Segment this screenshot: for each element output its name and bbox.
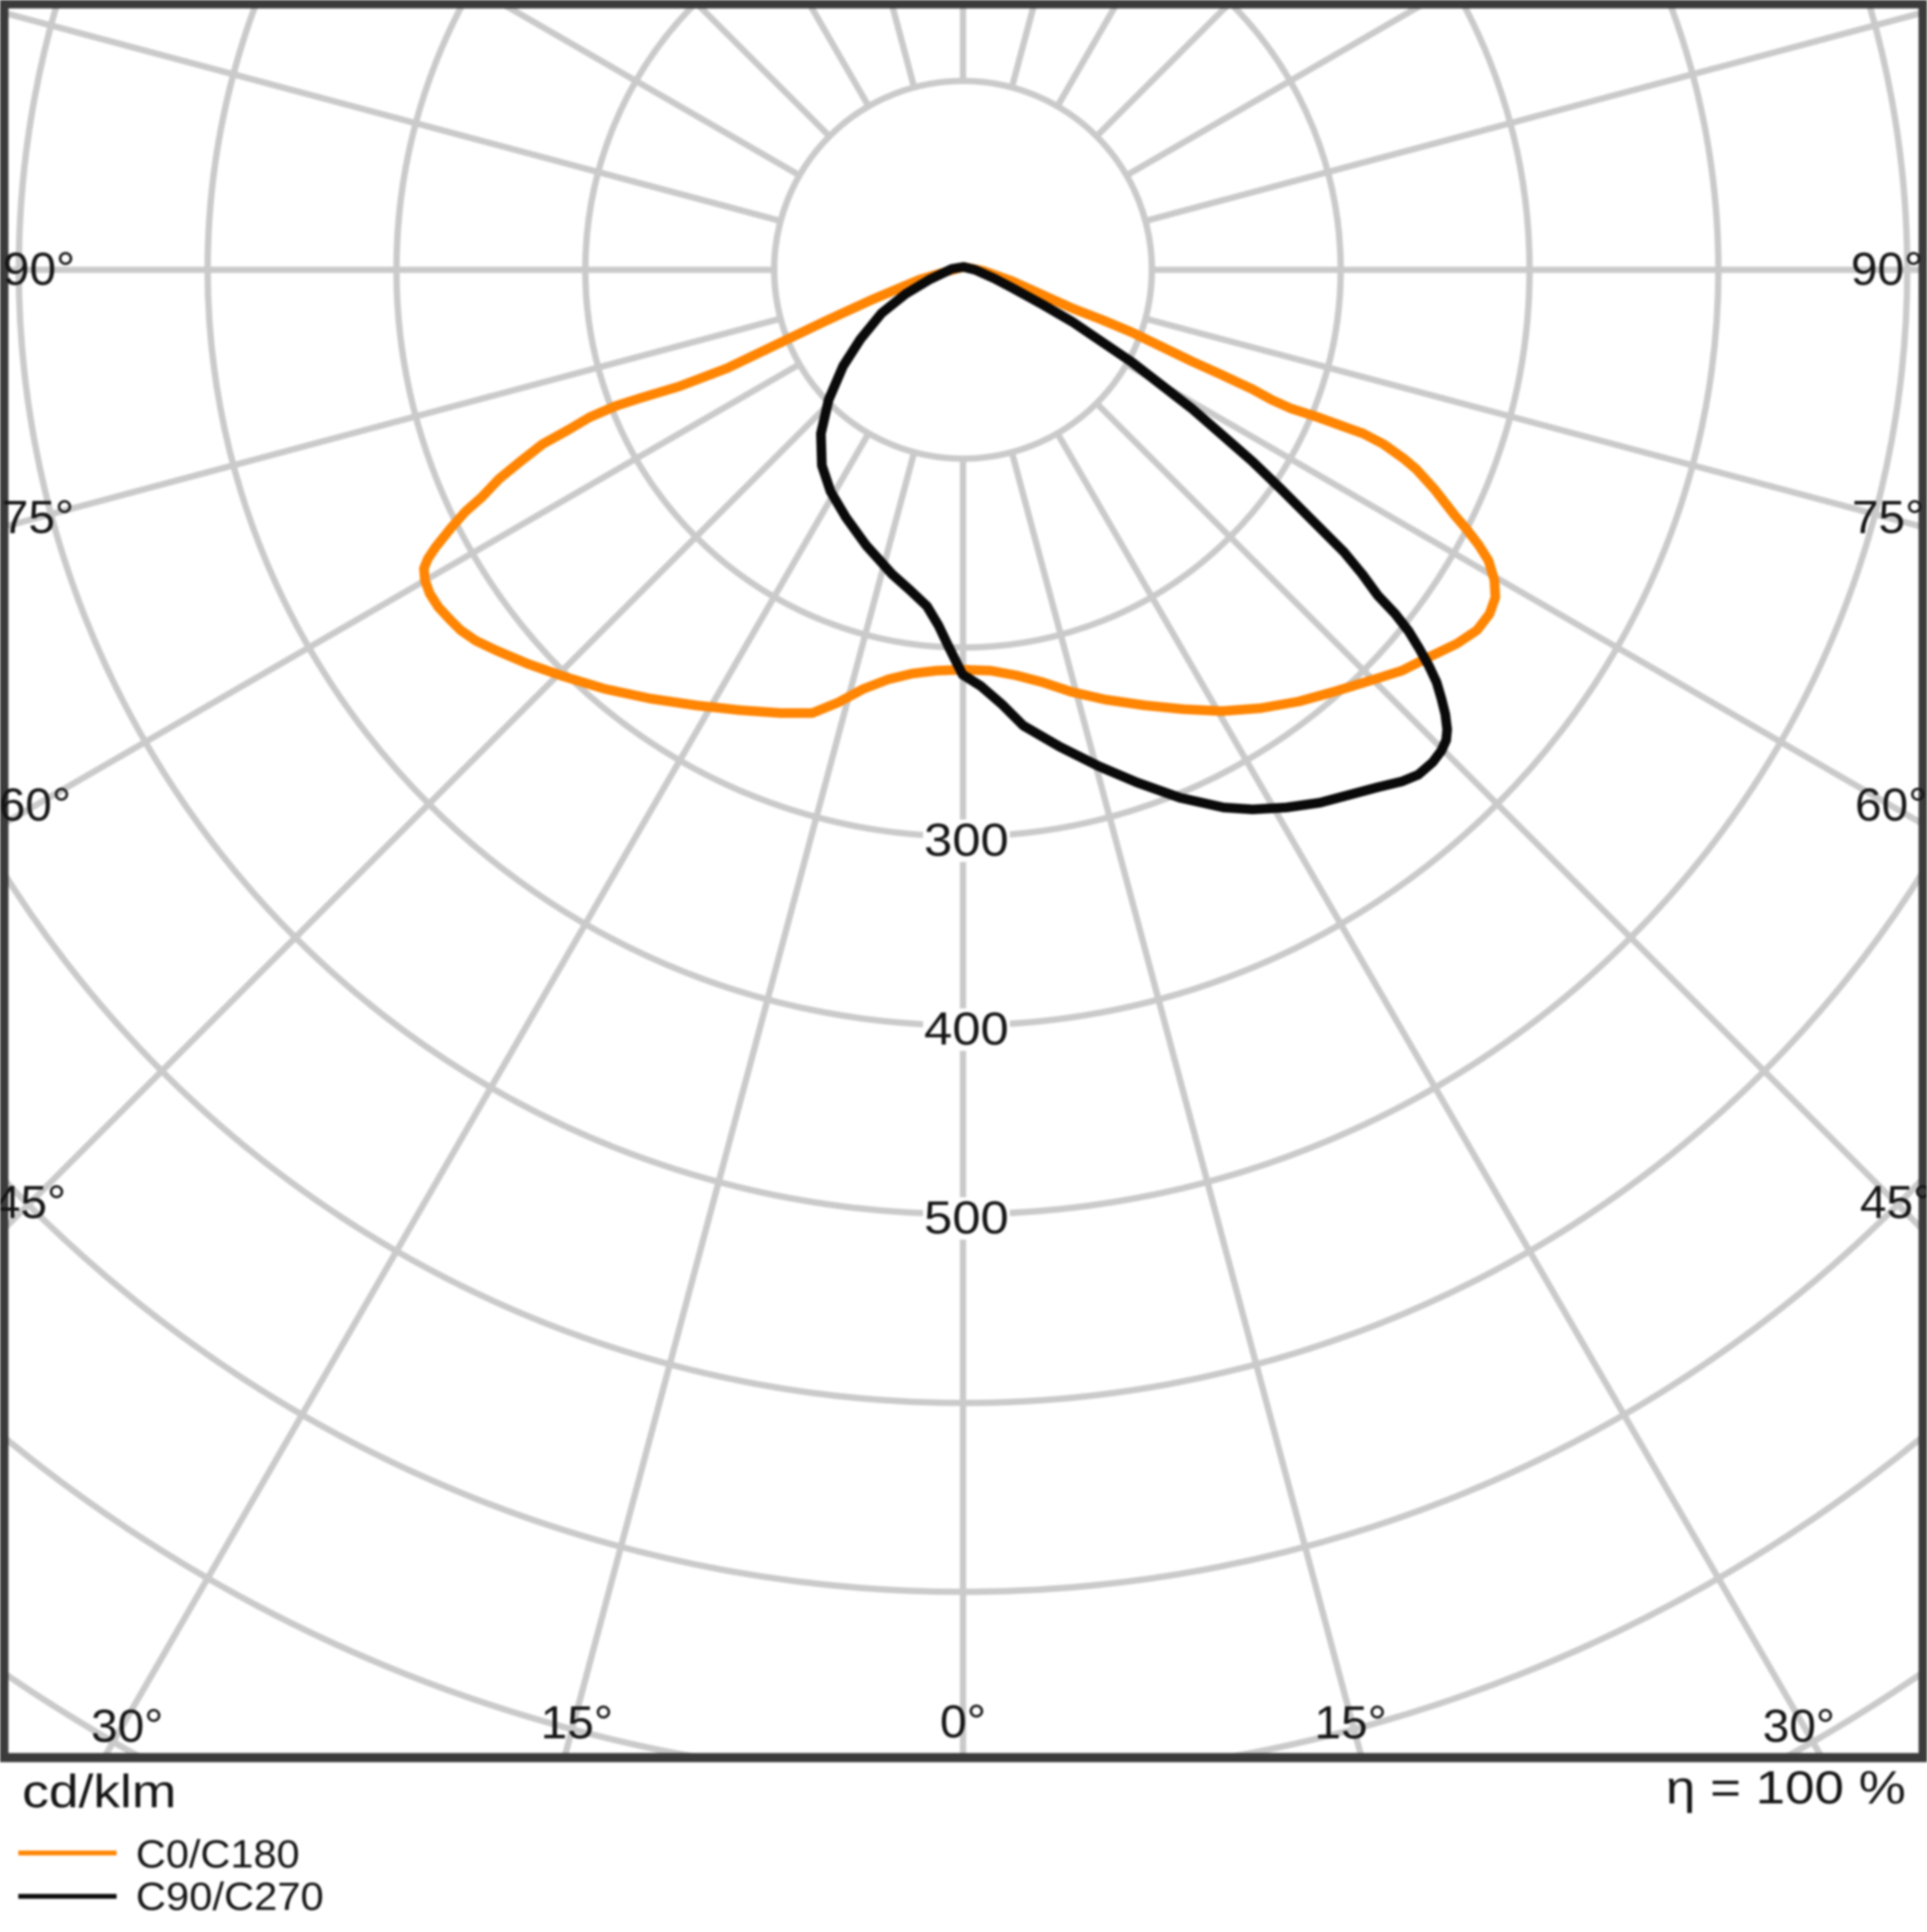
svg-text:C0/C180: C0/C180 <box>136 1832 300 1876</box>
svg-text:400: 400 <box>924 1004 1009 1055</box>
svg-text:η = 100 %: η = 100 % <box>1666 1763 1906 1814</box>
svg-text:300: 300 <box>924 815 1009 866</box>
svg-text:30°: 30° <box>1763 1701 1835 1752</box>
svg-text:75°: 75° <box>1852 492 1924 543</box>
svg-text:60°: 60° <box>1855 781 1927 832</box>
svg-text:15°: 15° <box>541 1698 613 1749</box>
svg-text:45°: 45° <box>0 1178 66 1229</box>
svg-text:90°: 90° <box>1851 245 1923 296</box>
svg-text:30°: 30° <box>92 1701 164 1752</box>
svg-text:500: 500 <box>924 1193 1009 1244</box>
svg-text:60°: 60° <box>0 781 71 832</box>
svg-text:75°: 75° <box>2 492 74 543</box>
svg-text:90°: 90° <box>3 245 75 296</box>
svg-text:0°: 0° <box>940 1697 987 1748</box>
svg-text:15°: 15° <box>1314 1698 1386 1749</box>
svg-text:45°: 45° <box>1860 1178 1927 1229</box>
svg-text:cd/klm: cd/klm <box>22 1767 176 1818</box>
svg-text:C90/C270: C90/C270 <box>136 1874 324 1919</box>
